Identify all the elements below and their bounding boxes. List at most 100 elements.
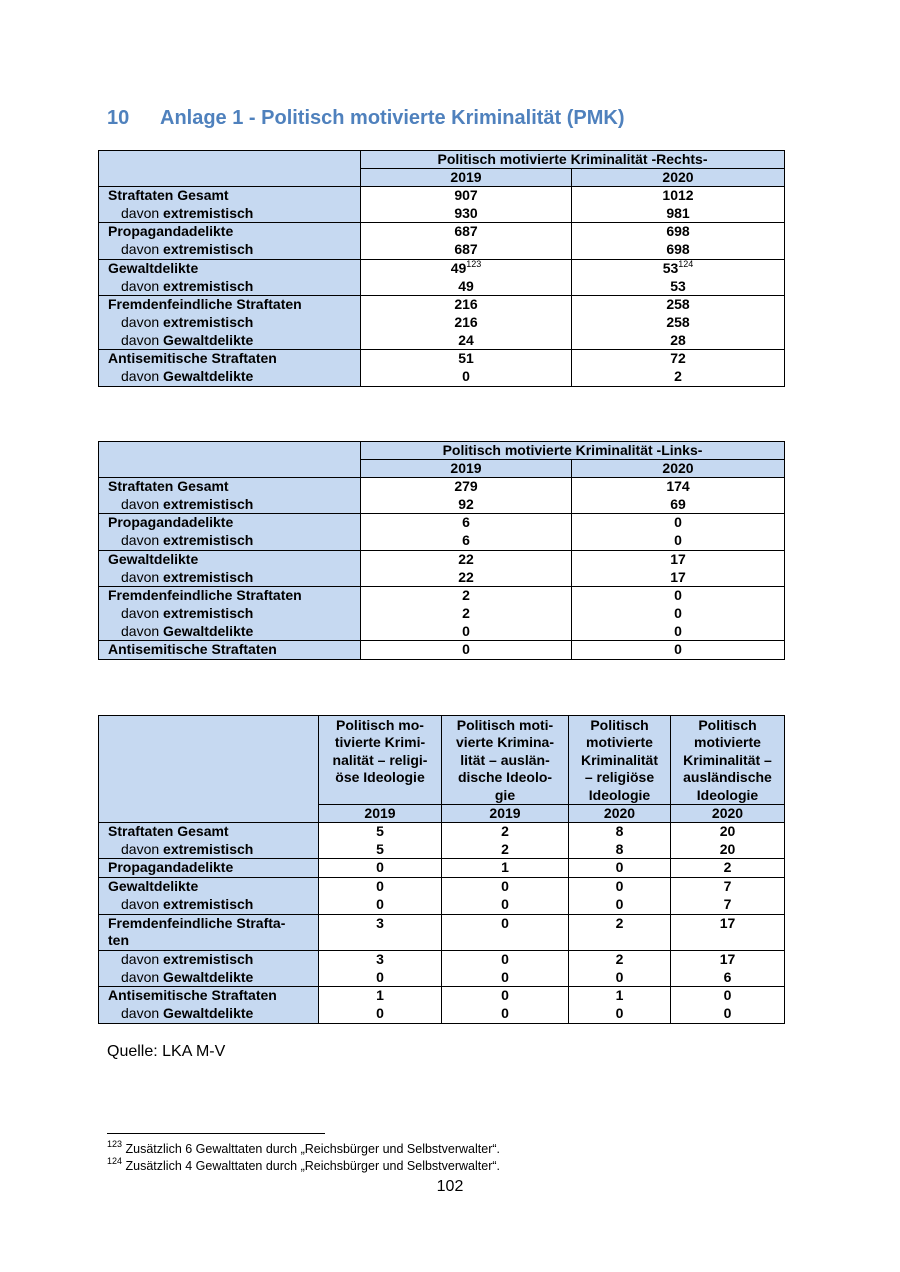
section-heading: 10 Anlage 1 - Politisch motivierte Krimin… [107,107,625,130]
cell-value: 5 [318,822,442,841]
column-header-line: ausländische [683,769,772,786]
cell-value: 17 [570,549,786,569]
row-label-prefix: davon [121,950,160,967]
row-label-text: extremistisch [163,604,254,621]
value: 0 [462,368,470,385]
value: 49 [450,259,467,276]
value: 0 [376,859,384,876]
row-label: davon extremistisch [98,895,319,915]
value: 6 [462,532,470,549]
table-row: davon Gewaltdelikte 0 2 [98,368,786,387]
value: 22 [458,550,474,567]
row-label-text: Gewaltdelikte [163,622,254,639]
cell-value: 17 [670,913,785,951]
value: 2 [615,950,624,967]
value: 0 [674,532,682,549]
table-row: Straftaten Gesamt 5 2 8 20 [98,822,785,841]
table-pmk-links: Politisch motivierte Kriminalität -Links… [98,441,786,661]
value: 0 [462,622,470,639]
value: 22 [458,568,474,585]
table-row: Gewaltdelikte 49123 53124 [98,258,786,278]
value: 3 [376,950,384,967]
value: 1 [501,859,509,876]
value: 2 [615,914,624,931]
row-label-text: Gewaltdelikte [163,1005,254,1022]
row-label-text: Antisemitische Straftaten [108,641,277,658]
table-row: Gewaltdelikte 0 0 0 7 [98,877,785,896]
row-label-text: Fremdenfeindliche Straftaten [108,587,302,604]
cell-value: 8 [568,822,671,841]
column-header-line: dische Ideolo- [457,769,553,786]
value: 907 [454,187,478,203]
cell-value: 0 [318,968,442,987]
row-label-text: Gewaltdelikte [108,878,199,895]
year-header: 2019 [360,459,572,478]
row-label: Antisemitische Straftaten [98,349,361,369]
cell-value: 0 [568,968,671,987]
table-row: davon extremistisch 49 53 [98,277,786,296]
footnote-ref: 123 [466,258,482,269]
cell-value: 0 [441,1005,569,1024]
row-label-text: Antisemitische Straftaten [108,350,277,367]
column-header-line: öse Ideologie [335,769,425,786]
row-label-prefix: davon [121,277,160,294]
row-label: Propagandadelikte [98,222,361,242]
table-row: davon extremistisch 22 17 [98,568,786,587]
year-header: 2020 [570,459,786,478]
cell-value: 6 [360,513,572,533]
row-label: davon extremistisch [98,949,319,969]
value: 0 [501,968,509,985]
value: 2 [674,368,682,385]
value: 20 [719,840,736,857]
cell-value: 51 [360,349,572,369]
value: 0 [674,622,682,639]
header-blank-cell [98,714,319,824]
column-header-line: Politisch mo- [336,717,424,733]
column-header-line: – religiöse [584,769,655,786]
column-header-line: motivierte [586,734,653,751]
row-label-prefix: davon [121,313,160,330]
cell-value: 0 [570,586,786,605]
cell-value: 6 [670,968,785,987]
row-label-prefix: davon [121,495,160,512]
row-label: Gewaltdelikte [98,549,361,569]
cell-value: 698 [570,241,786,260]
value: 687 [454,223,478,240]
value: 8 [615,823,624,840]
cell-value: 7 [670,895,785,915]
cell-value: 216 [360,313,572,332]
cell-value: 907 [360,185,572,205]
cell-value: 2 [441,822,569,841]
value: 687 [454,241,478,258]
row-label-text: Straftaten Gesamt [108,823,229,840]
year-header: 2019 [360,168,572,187]
table-row: Antisemitische Straftaten 1 0 1 0 [98,986,785,1006]
value: 0 [615,1005,624,1022]
value: 2 [462,604,470,621]
value: 0 [501,878,509,895]
value: 2 [462,587,470,604]
row-label: davon Gewaltdelikte [98,622,361,641]
cell-value: 258 [570,313,786,332]
row-label-text: Gewaltdelikte [163,331,254,348]
header-blank-cell [98,441,361,478]
row-label-prefix: davon [121,622,160,639]
row-label-prefix: davon [121,968,160,985]
footnote-ref: 124 [678,258,694,269]
table-row: Antisemitische Straftaten 51 72 [98,349,786,369]
cell-value: 174 [570,476,786,496]
cell-value: 53 [570,277,786,296]
cell-value: 0 [441,968,569,987]
row-label: Gewaltdelikte [98,877,319,896]
table-row: davon Gewaltdelikte 0 0 0 0 [98,1005,785,1024]
cell-value: 2 [570,368,786,387]
cell-value: 72 [570,349,786,369]
header-blank-cell [98,150,361,187]
value: 0 [376,878,384,895]
cell-value: 1 [441,858,569,878]
value: 0 [615,859,624,876]
value: 1 [376,987,384,1004]
table-row: davon Gewaltdelikte 0 0 [98,622,786,641]
cell-value: 0 [570,640,786,661]
cell-value: 0 [441,949,569,969]
